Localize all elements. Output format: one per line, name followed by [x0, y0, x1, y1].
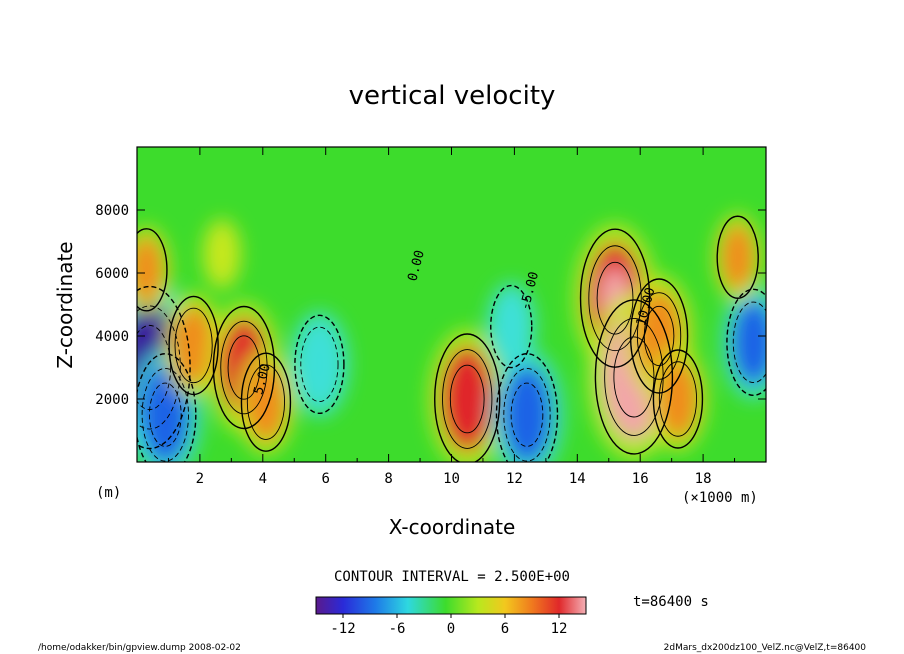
colorbar: -12 -6 0 6 12 [315, 596, 587, 637]
contour-line [227, 335, 261, 400]
contour-line [726, 288, 766, 396]
colorbar-tick-label: 6 [501, 621, 509, 637]
field-feature [502, 365, 552, 462]
plot-area: 0.00-5.00 10.005.00 [137, 147, 766, 462]
y-axis-label: Z-coordinate [53, 241, 77, 368]
colorbar-tick-label: 0 [447, 621, 455, 637]
x-tick-label: 4 [259, 471, 267, 487]
contour-line [596, 261, 634, 335]
field-feature [137, 237, 163, 303]
contour-interval-label: CONTOUR INTERVAL = 2.500E+00 [334, 569, 570, 585]
x-tick-label: 8 [384, 471, 392, 487]
contour-line [495, 353, 559, 462]
contour-line [137, 228, 168, 312]
y-tick-label: 8000 [95, 203, 129, 219]
y-tick-label: 6000 [95, 266, 129, 282]
field-feature [721, 224, 755, 291]
field-feature [299, 325, 340, 404]
field-feature [246, 362, 286, 442]
contour-line [137, 353, 197, 462]
contour-line [643, 305, 675, 367]
footer-right: 2dMars_dx200dz100_VelZ.nc@VelZ,t=86400 [664, 643, 867, 653]
x-tick-label: 16 [632, 471, 649, 487]
field-layer [137, 212, 766, 462]
contour-line [137, 285, 191, 450]
x-tick-label: 2 [196, 471, 204, 487]
footer-left: /home/odakker/bin/gpview.dump 2008-02-02 [38, 643, 241, 653]
contour-line [510, 382, 544, 447]
x-tick-label: 18 [695, 471, 712, 487]
colorbar-tick-label: 12 [551, 621, 568, 637]
field-feature [441, 347, 494, 451]
contour-line [503, 367, 551, 462]
y-axis-ticks: 2000 4000 6000 8000 [95, 203, 766, 408]
x-axis-ticks: 2 4 6 8 10 12 14 16 18 [167, 147, 736, 487]
contour-line [442, 349, 493, 449]
x-tick-label: 14 [569, 471, 586, 487]
contour-line [613, 336, 655, 418]
contour-line [246, 364, 286, 440]
contour-line [732, 301, 766, 384]
contour-line [490, 284, 533, 369]
contour-line [716, 215, 759, 299]
contour-line [168, 295, 219, 396]
contour-line [240, 352, 292, 452]
contour-line [449, 364, 485, 434]
field-feature [174, 306, 214, 385]
contour-line [137, 305, 181, 430]
contour-line [579, 228, 651, 368]
time-label: t=86400 s [633, 594, 709, 610]
contour-line [636, 292, 682, 380]
field-feature [140, 365, 190, 462]
colorbar-gradient [315, 596, 587, 615]
contour-line [148, 382, 182, 447]
field-feature [732, 299, 766, 385]
contour-line [652, 349, 704, 449]
contour-line [220, 320, 268, 415]
colorbar-tick-label: -6 [389, 621, 406, 637]
contour-line [658, 361, 698, 437]
contour-line [300, 326, 339, 403]
contour-line [594, 299, 674, 455]
field-feature [208, 227, 236, 281]
contour-line [434, 333, 501, 462]
contour-layer: 0.00-5.00 10.005.00 [137, 215, 766, 462]
contour-line [174, 307, 213, 384]
contour-line [141, 367, 189, 462]
field-feature [658, 359, 698, 439]
x-unit-left: (m) [96, 485, 121, 501]
colorbar-tick-label: -12 [330, 621, 355, 637]
contour-line [588, 245, 642, 352]
chart-title: vertical velocity [349, 81, 556, 111]
x-unit-right: (×1000 m) [682, 490, 758, 506]
x-tick-label: 6 [321, 471, 329, 487]
contour-line [294, 314, 345, 415]
contour-line [212, 305, 276, 430]
x-axis-label: X-coordinate [389, 515, 516, 539]
y-tick-label: 4000 [95, 329, 129, 345]
field-feature [494, 293, 528, 360]
colorbar-ticks: -12 -6 0 6 12 [330, 614, 567, 637]
contour-line [629, 278, 689, 394]
y-tick-label: 2000 [95, 392, 129, 408]
x-tick-label: 10 [443, 471, 460, 487]
x-tick-label: 12 [506, 471, 523, 487]
